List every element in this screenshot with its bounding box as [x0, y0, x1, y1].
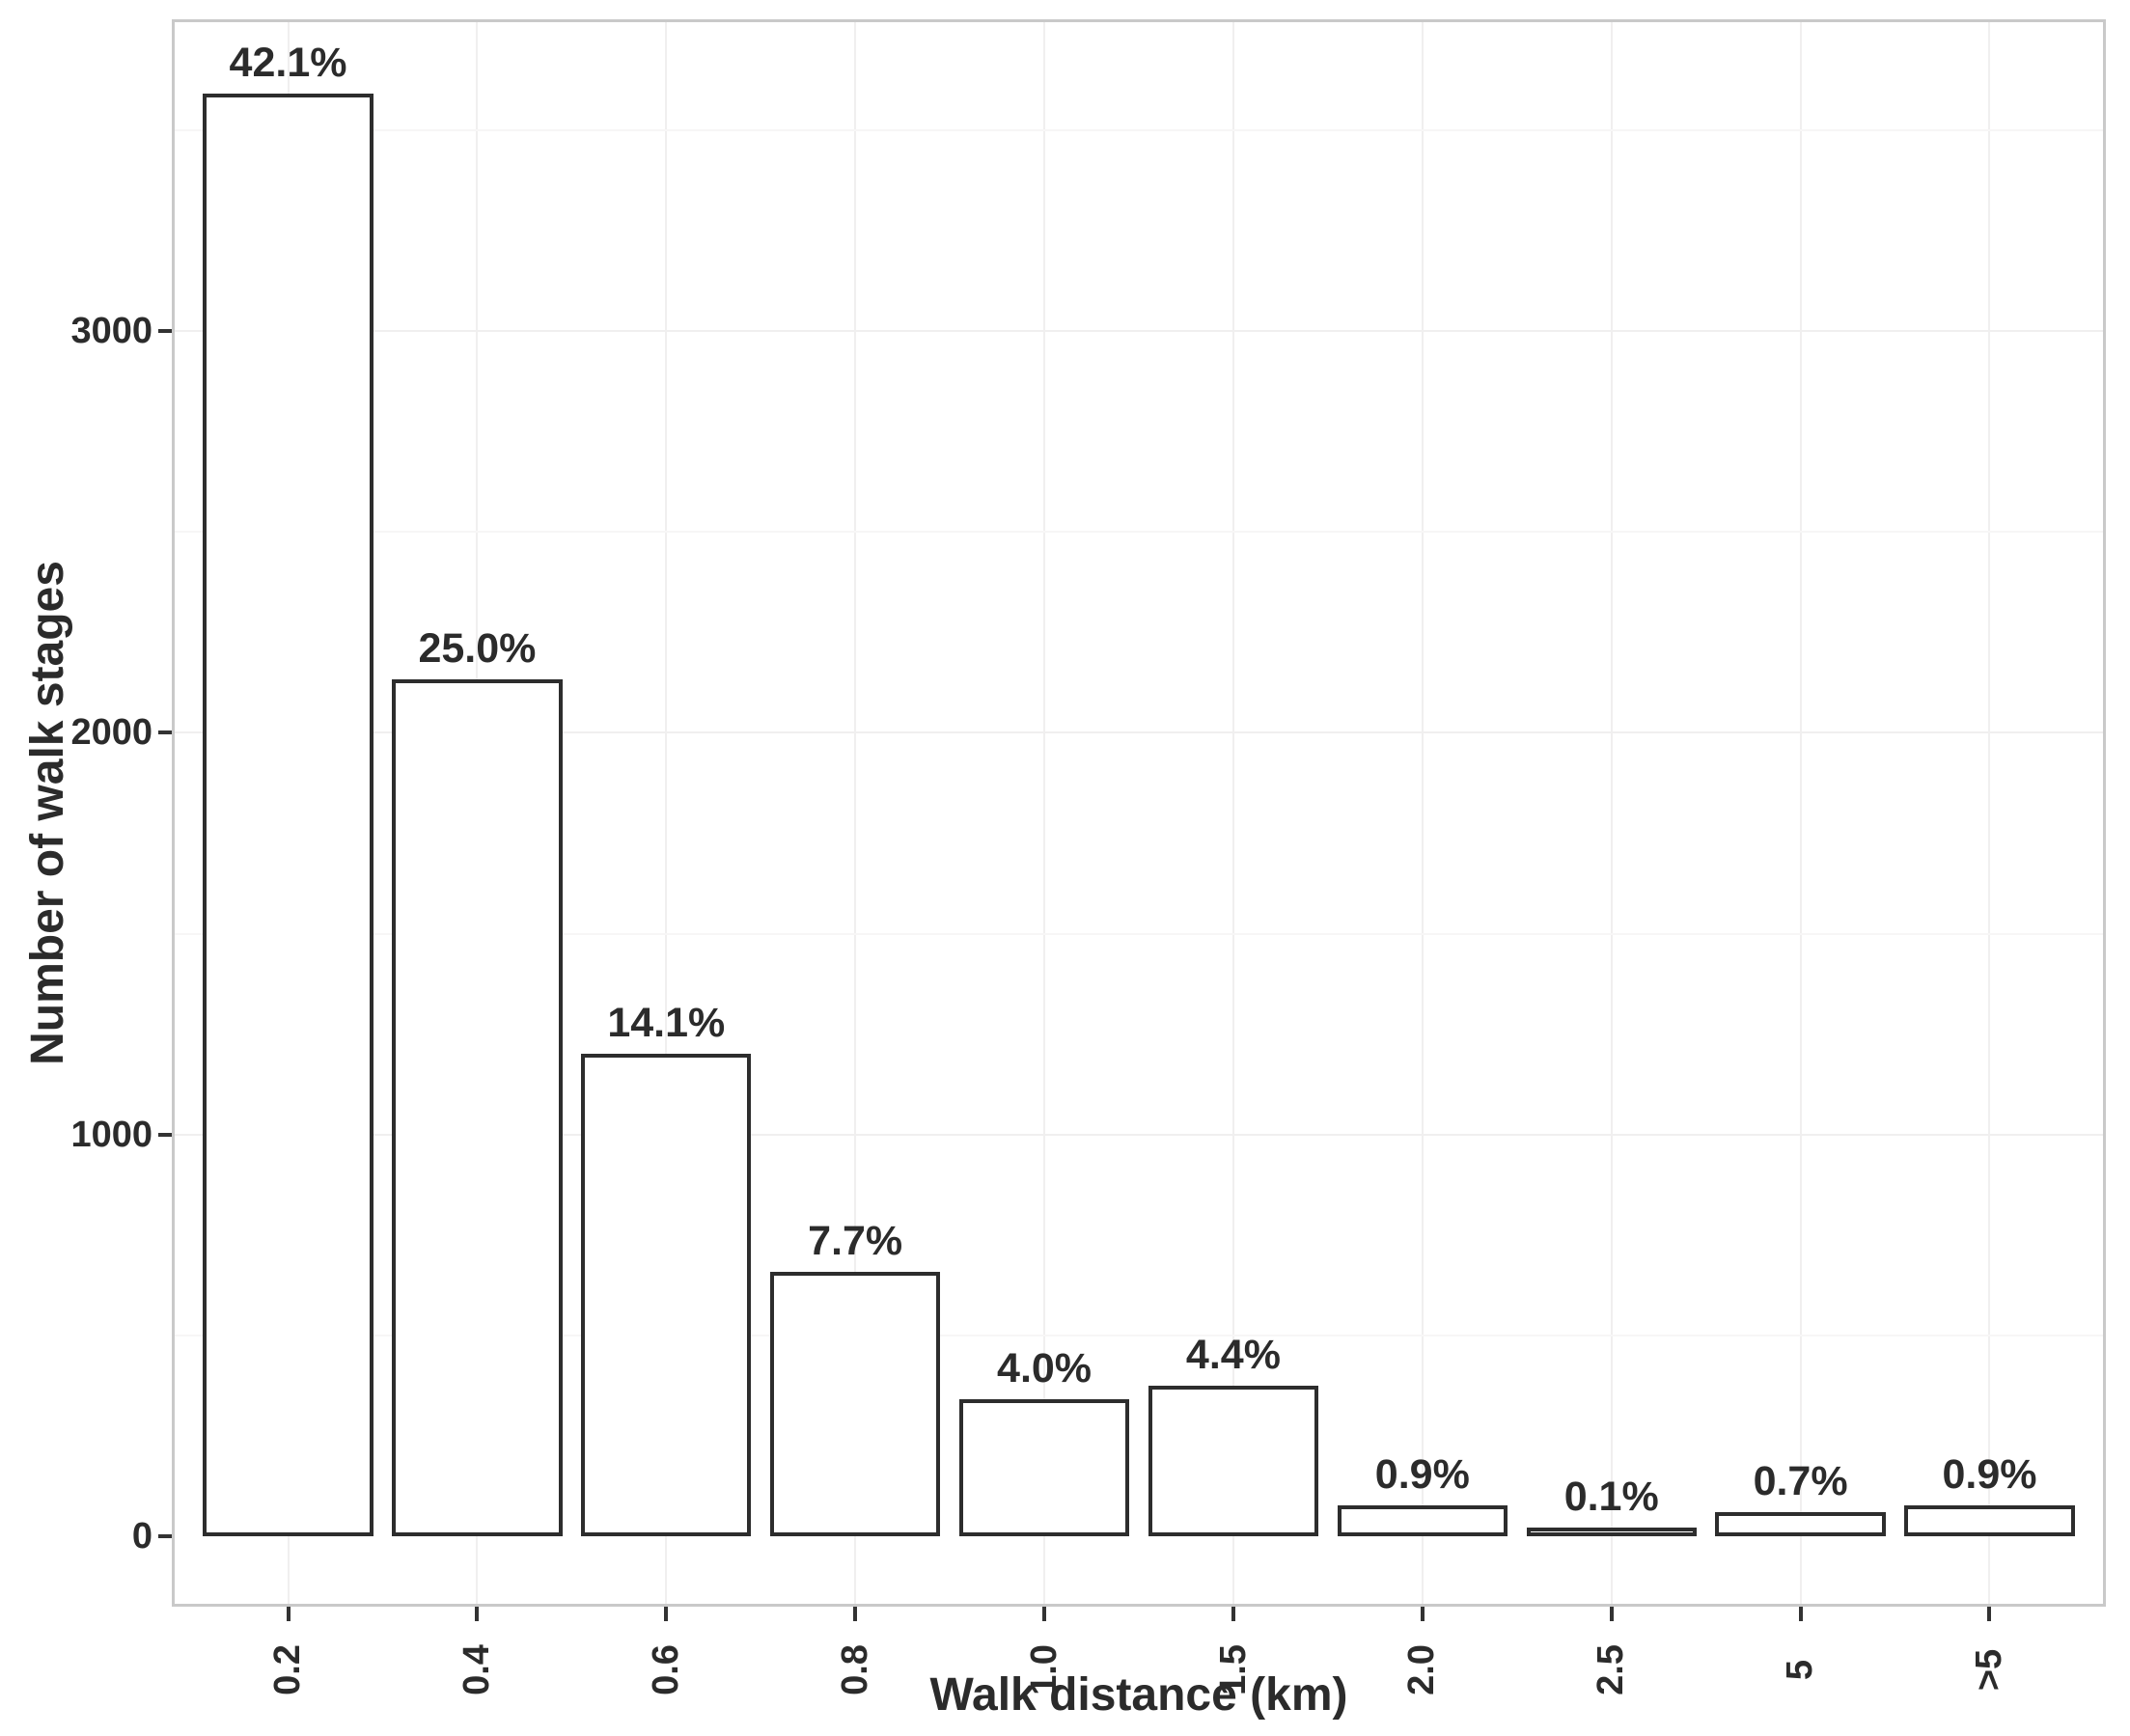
y-gridline-major	[175, 731, 2103, 734]
y-tick-mark	[158, 1534, 172, 1538]
x-tick-mark	[1231, 1607, 1235, 1621]
bar-value-label: 4.4%	[1185, 1331, 1281, 1378]
x-gridline	[1421, 22, 1424, 1604]
x-tick-mark	[664, 1607, 669, 1621]
x-tick-mark	[1798, 1607, 1803, 1621]
y-tick-label: 3000	[70, 311, 152, 351]
y-tick-mark	[158, 1132, 172, 1137]
x-tick-mark	[475, 1607, 480, 1621]
bar-5	[1715, 1512, 1886, 1536]
x-gridline	[1043, 22, 1046, 1604]
bar-value-label: 0.9%	[1942, 1450, 2037, 1498]
x-tick-mark	[1609, 1607, 1614, 1621]
x-gridline	[854, 22, 857, 1604]
bar-value-label: 7.7%	[808, 1218, 903, 1265]
y-gridline-minor	[175, 932, 2103, 935]
bar-2.0	[1337, 1504, 1508, 1536]
x-gridline	[1231, 22, 1234, 1604]
y-tick-label: 0	[131, 1516, 152, 1557]
bar-value-label: 0.1%	[1563, 1474, 1659, 1520]
bar-1.0	[958, 1399, 1130, 1536]
x-gridline	[1799, 22, 1802, 1604]
bar-1.5	[1148, 1385, 1319, 1536]
x-gridline	[1610, 22, 1613, 1604]
x-tick-mark	[853, 1607, 858, 1621]
y-gridline-minor	[175, 1334, 2103, 1336]
x-tick-mark	[1987, 1607, 1992, 1621]
y-axis-title-text: Number of walk stages	[21, 561, 73, 1065]
x-tick-mark	[1042, 1607, 1047, 1621]
bar-0.2	[203, 94, 373, 1536]
bar->5	[1904, 1504, 2075, 1536]
y-gridline-minor	[175, 128, 2103, 131]
y-tick-label: 1000	[70, 1114, 152, 1155]
bar-value-label: 0.7%	[1753, 1458, 1848, 1505]
bar-value-label: 25.0%	[418, 625, 537, 673]
y-gridline-minor	[175, 531, 2103, 534]
bar-0.8	[770, 1272, 941, 1536]
x-tick-mark	[1420, 1607, 1425, 1621]
y-gridline-major	[175, 1133, 2103, 1136]
x-gridline	[665, 22, 668, 1604]
y-tick-mark	[158, 329, 172, 333]
y-axis-title: Number of walk stages	[2, 22, 93, 1604]
bar-value-label: 4.0%	[997, 1345, 1093, 1392]
bar-0.6	[581, 1053, 752, 1536]
y-tick-mark	[158, 730, 172, 735]
y-tick-label: 2000	[70, 712, 152, 754]
x-gridline	[1988, 22, 1991, 1604]
bar-0.4	[392, 679, 563, 1536]
x-axis-title: Walk distance (km)	[929, 1669, 1348, 1721]
bar-value-label: 42.1%	[229, 40, 347, 87]
bar-2.5	[1526, 1528, 1697, 1536]
x-tick-mark	[286, 1607, 290, 1621]
y-gridline-major	[175, 330, 2103, 332]
bar-value-label: 0.9%	[1374, 1450, 1470, 1498]
bar-value-label: 14.1%	[607, 999, 726, 1046]
